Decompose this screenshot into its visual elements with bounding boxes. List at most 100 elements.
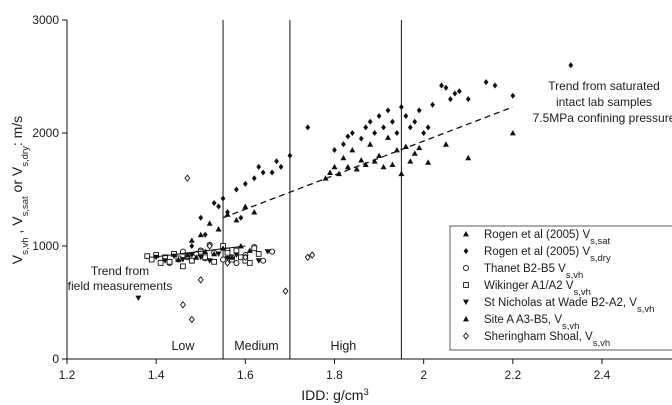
series-3-point-5 bbox=[166, 258, 173, 265]
legend-marker-6 bbox=[463, 332, 469, 340]
series-0-point-13 bbox=[344, 163, 351, 170]
series-3-point-21 bbox=[251, 245, 258, 252]
zone-label-1: Medium bbox=[234, 339, 278, 353]
series-1-point-21 bbox=[349, 130, 355, 136]
series-1-point-36 bbox=[421, 130, 427, 136]
series-5-point-8 bbox=[246, 247, 253, 253]
legend-label-2-part-1: s,vh bbox=[566, 270, 583, 281]
legend-label-5-part-0: Site A A3-B5, V bbox=[484, 314, 562, 326]
series-1-point-4 bbox=[216, 203, 221, 210]
zone-label-2: High bbox=[331, 339, 357, 353]
series-0-point-0 bbox=[188, 237, 195, 243]
y-axis-title-part-1: s,vh bbox=[20, 237, 31, 254]
series-3-point-1 bbox=[148, 256, 155, 263]
series-5-point-0 bbox=[175, 256, 182, 262]
series-1-point-40 bbox=[443, 84, 449, 91]
legend-box bbox=[449, 225, 672, 351]
legend-label-2-part-0: Thanet B2-B5 V bbox=[484, 263, 566, 275]
series-3-point-8 bbox=[180, 263, 186, 270]
series-4-point-2 bbox=[162, 258, 169, 264]
series-3-point-20 bbox=[246, 260, 253, 266]
legend-marker-5 bbox=[463, 316, 469, 322]
legend-label-4: St Nicholas at Wade B2-A2, Vs,vh bbox=[484, 297, 654, 315]
series-1-point-16 bbox=[287, 152, 293, 159]
series-4-point-5 bbox=[188, 252, 195, 259]
legend-label-1-part-1: s,dry bbox=[590, 253, 611, 264]
series-1-point-29 bbox=[390, 118, 395, 125]
series-0-point-3 bbox=[215, 226, 222, 232]
y-axis-title-part-5: s,dry bbox=[20, 146, 31, 167]
legend-label-6: Sheringham Shoal, Vs,vh bbox=[484, 331, 610, 349]
legend-label-1-part-0: Rogen et al (2005) V bbox=[484, 246, 590, 258]
series-0-point-16 bbox=[358, 157, 365, 163]
legend-label-3-part-0: Wikinger A1/A2 V bbox=[484, 280, 574, 292]
series-1-point-20 bbox=[345, 133, 351, 140]
series-6-point-0 bbox=[179, 301, 186, 309]
series-1-point-7 bbox=[234, 186, 239, 193]
legend-label-5: Site A A3-B5, Vs,vh bbox=[484, 314, 579, 332]
series-0-point-6 bbox=[242, 203, 249, 209]
series-0-point-20 bbox=[376, 152, 383, 158]
legend-label-6-part-0: Sheringham Shoal, V bbox=[484, 331, 593, 343]
series-0-point-32 bbox=[465, 154, 472, 161]
series-6-point-9 bbox=[309, 251, 316, 259]
legend-label-0-part-1: s,sat bbox=[590, 236, 610, 247]
series-1-point-13 bbox=[269, 169, 275, 176]
series-0-point-23 bbox=[389, 161, 396, 168]
series-1-point-1 bbox=[198, 214, 204, 221]
series-6-point-8 bbox=[304, 253, 311, 262]
series-6-point-3 bbox=[197, 276, 204, 284]
annotation-lab-line-2: 7.5MPa confining pressure bbox=[533, 111, 672, 125]
series-0-point-10 bbox=[331, 163, 338, 170]
series-3-point-12 bbox=[202, 254, 209, 261]
series-1-point-12 bbox=[260, 169, 266, 176]
series-6-point-6 bbox=[242, 253, 249, 262]
y-tick-label-1: 1000 bbox=[32, 239, 59, 253]
series-1-point-34 bbox=[412, 118, 418, 125]
series-1-point-42 bbox=[452, 90, 458, 97]
series-4-point-12 bbox=[255, 258, 262, 264]
y-axis-title-part-4: or V bbox=[9, 166, 25, 196]
series-1-point-19 bbox=[341, 141, 346, 148]
series-1-point-22 bbox=[358, 135, 364, 142]
series-0-point-18 bbox=[367, 141, 374, 147]
series-1-point-46 bbox=[492, 82, 498, 89]
series-1-point-27 bbox=[381, 124, 386, 131]
series-1-point-9 bbox=[242, 180, 248, 187]
series-5-point-4 bbox=[211, 250, 218, 257]
legend-label-2: Thanet B2-B5 Vs,vh bbox=[484, 263, 583, 281]
x-tick-label-5: 2.2 bbox=[504, 368, 521, 382]
series-0-point-17 bbox=[362, 161, 369, 168]
series-1-point-45 bbox=[483, 79, 489, 86]
legend-label-3-part-1: s,vh bbox=[573, 287, 590, 298]
legend-marker-2 bbox=[463, 265, 470, 272]
legend-marker-0 bbox=[463, 231, 469, 237]
plot-marks bbox=[135, 20, 574, 359]
series-1-point-32 bbox=[403, 113, 409, 120]
series-1 bbox=[189, 62, 574, 249]
series-1-point-48 bbox=[568, 62, 574, 69]
series-3-point-13 bbox=[211, 258, 217, 265]
series-0-point-19 bbox=[371, 158, 378, 164]
series-5-point-2 bbox=[193, 254, 200, 260]
x-axis-title: IDD: g/cm3 bbox=[301, 387, 369, 404]
y-axis-title: Vs,vh , Vs,sat or Vs,dry: m/s bbox=[9, 116, 31, 264]
series-2-point-13 bbox=[233, 259, 240, 266]
series-1-point-3 bbox=[211, 200, 217, 207]
series-6-point-4 bbox=[206, 242, 213, 250]
series-0-point-9 bbox=[327, 169, 334, 175]
series-1-point-37 bbox=[425, 124, 431, 131]
y-axis-title-part-2: , V bbox=[9, 216, 25, 238]
y-axis-title-part-0: V bbox=[9, 254, 25, 264]
series-5-point-7 bbox=[237, 243, 244, 249]
legend-label-4-part-1: s,vh bbox=[637, 304, 654, 315]
x-tick-label-1: 1.4 bbox=[148, 368, 165, 382]
x-axis-title-part-0: IDD: g/cm bbox=[301, 387, 363, 403]
x-tick-label-2: 1.6 bbox=[237, 368, 254, 382]
series-6 bbox=[179, 174, 316, 324]
series-1-point-38 bbox=[430, 101, 435, 108]
legend-label-0: Rogen et al (2005) Vs,sat bbox=[484, 229, 611, 247]
series-1-point-10 bbox=[251, 175, 257, 182]
